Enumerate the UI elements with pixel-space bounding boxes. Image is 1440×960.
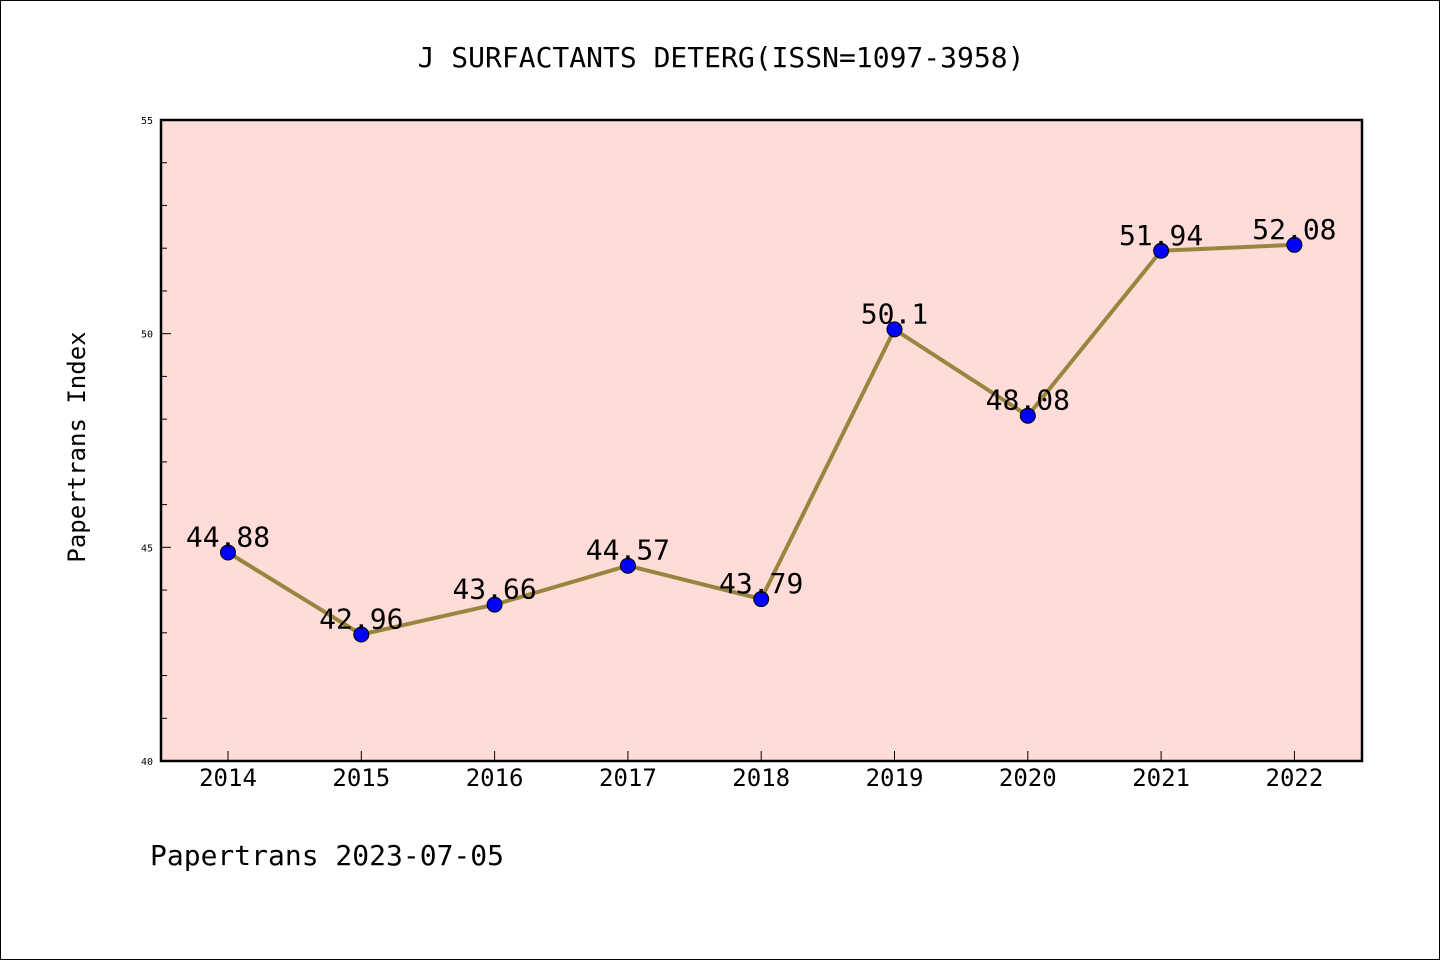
data-label: 44.88 <box>186 520 270 553</box>
y-tick-label: 55 <box>141 116 153 127</box>
data-point <box>1286 236 1303 253</box>
data-label: 44.57 <box>586 534 670 567</box>
x-tick-label: 2020 <box>999 764 1057 792</box>
data-label: 50.1 <box>861 297 928 330</box>
x-tick-label: 2017 <box>599 764 657 792</box>
data-point <box>220 544 236 561</box>
series-markers <box>220 236 1303 643</box>
data-point <box>886 321 903 338</box>
x-tick-label: 2014 <box>199 764 257 792</box>
data-label: 42.96 <box>319 603 403 636</box>
y-tick-label: 40 <box>141 757 153 768</box>
data-label: 43.79 <box>719 567 803 600</box>
y-tick-labels: 40 45 50 55 <box>141 116 153 768</box>
data-label: 48.08 <box>986 384 1070 417</box>
x-axis-ticks <box>227 751 1295 761</box>
x-tick-label: 2018 <box>732 764 790 792</box>
data-point <box>753 591 770 608</box>
y-axis-label: Papertrans Index <box>63 331 91 562</box>
data-labels: 44.88 42.96 43.66 44.57 43.79 50.1 48.08 51.94 5… <box>186 213 1337 636</box>
x-tick-label: 2016 <box>466 764 524 792</box>
chart-title: J SURFACTANTS DETERG(ISSN=1097-3958) <box>418 41 1025 74</box>
y-tick-label: 45 <box>141 543 153 554</box>
data-label: 51.94 <box>1119 219 1203 252</box>
footer-text: Papertrans 2023-07-05 <box>150 839 504 872</box>
plot-frame <box>159 118 1364 763</box>
data-point <box>486 596 503 613</box>
data-point <box>1019 407 1036 424</box>
plot-area <box>161 120 1362 761</box>
data-point <box>1153 242 1170 259</box>
x-tick-labels: 2014 2015 2016 2017 2018 2019 2020 2021 2022 <box>199 764 1323 792</box>
data-point <box>353 626 370 643</box>
x-tick-label: 2019 <box>866 764 924 792</box>
x-tick-label: 2015 <box>332 764 390 792</box>
data-label: 43.66 <box>452 573 536 606</box>
data-point <box>619 557 636 574</box>
x-tick-label: 2021 <box>1132 764 1190 792</box>
y-tick-label: 50 <box>141 330 153 341</box>
x-tick-label: 2022 <box>1266 764 1324 792</box>
data-label: 52.08 <box>1252 213 1336 246</box>
